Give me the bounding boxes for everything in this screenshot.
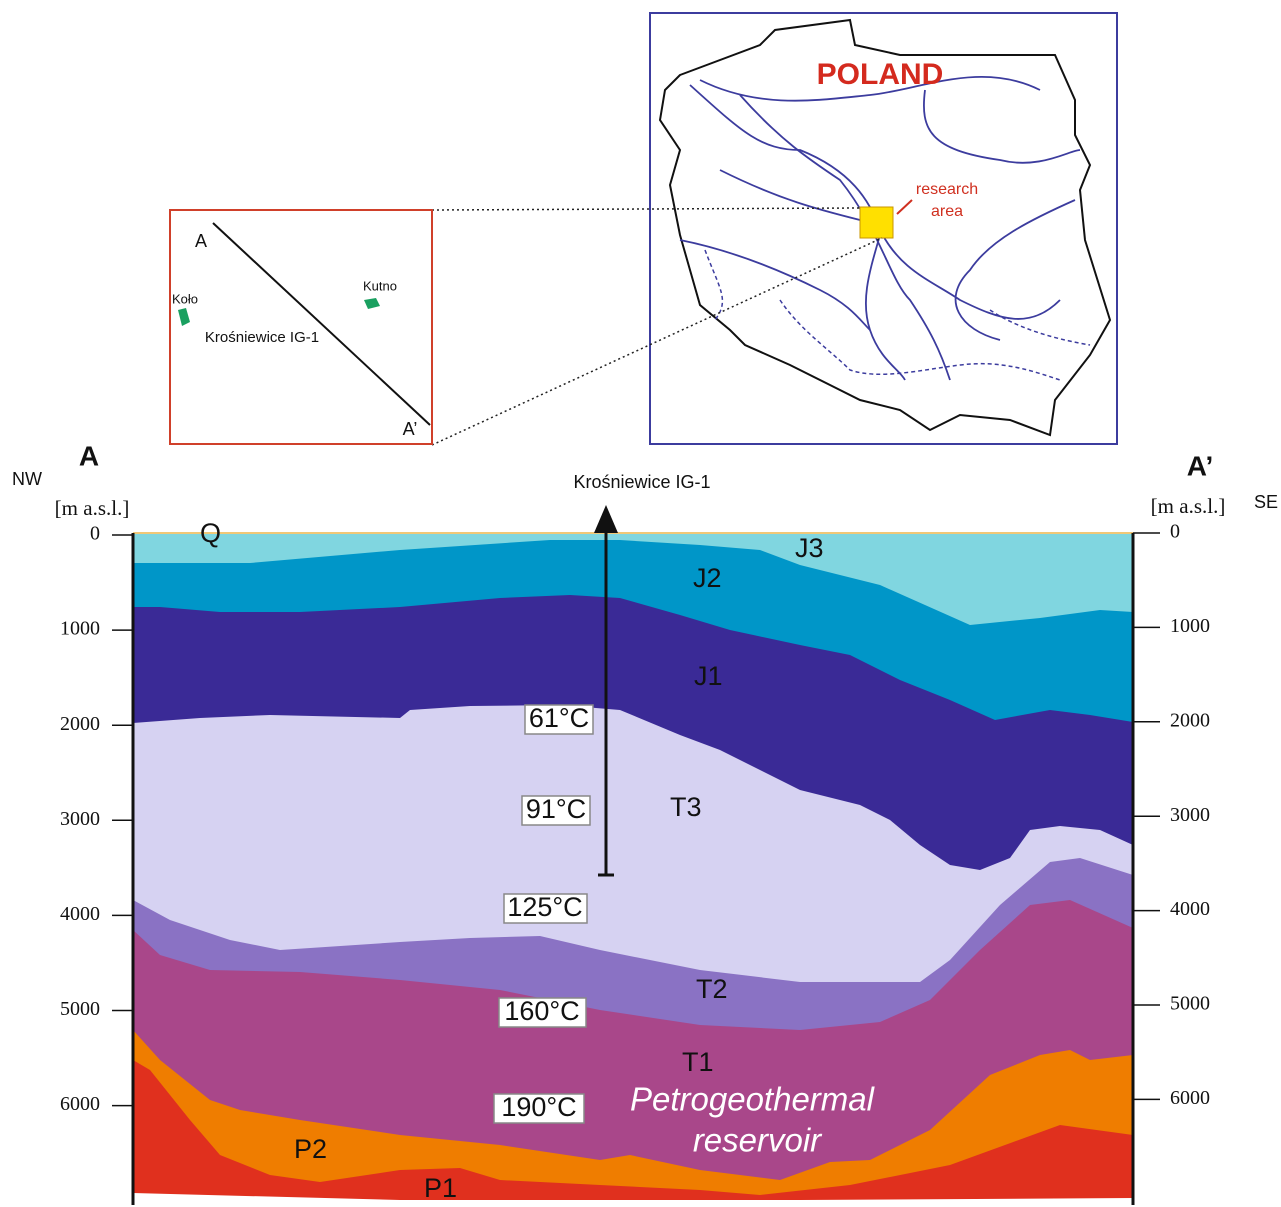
- map-annotation: area: [931, 203, 963, 220]
- layer-label: T1: [682, 1047, 714, 1077]
- tick-label: 5000: [1170, 993, 1210, 1015]
- layer-label: P1: [424, 1173, 457, 1203]
- tick-label: 2000: [1170, 709, 1210, 731]
- temperature: 190°C: [501, 1092, 576, 1122]
- tick-label: 0: [1170, 521, 1180, 543]
- research-area-box: [860, 207, 893, 238]
- tick-label: 6000: [1170, 1087, 1210, 1109]
- tick-label: 2000: [60, 713, 100, 735]
- tick-label: 1000: [60, 618, 100, 640]
- inset-start: A: [195, 231, 207, 251]
- direction-label: NW: [12, 469, 42, 489]
- tick-label: 4000: [1170, 898, 1210, 920]
- inset-end: A’: [403, 419, 418, 439]
- layer-label: P2: [294, 1134, 327, 1164]
- tick-label: 0: [90, 523, 100, 545]
- map-annotation: research: [916, 181, 978, 198]
- well-label: Krośniewice IG-1: [573, 472, 710, 492]
- layer-label: Q: [200, 518, 221, 548]
- tick-label: 5000: [60, 998, 100, 1020]
- temperature: 125°C: [507, 892, 582, 922]
- layer-label: J2: [693, 563, 722, 593]
- tick-label: 3000: [1170, 804, 1210, 826]
- tick-label: 4000: [60, 903, 100, 925]
- page: POLAND research area A A’ Koło Kutno Kro…: [0, 0, 1281, 1207]
- layer-label: J3: [795, 533, 824, 563]
- section-end: A’: [1187, 450, 1213, 481]
- well-arrow: [594, 505, 618, 533]
- tick-label: 1000: [1170, 615, 1210, 637]
- layer-label: T3: [670, 792, 702, 822]
- town-label: Kutno: [363, 278, 397, 293]
- tick-label: 6000: [60, 1093, 100, 1115]
- temperature: 91°C: [526, 794, 586, 824]
- tick-label: 3000: [60, 808, 100, 830]
- section-start: A: [79, 440, 99, 471]
- temperature: 61°C: [529, 703, 589, 733]
- reservoir-label: reservoir: [693, 1122, 823, 1159]
- direction-label: SE: [1254, 492, 1278, 512]
- map-title: POLAND: [817, 58, 944, 91]
- town-label: Koło: [172, 291, 198, 306]
- layer-label: T2: [696, 974, 728, 1004]
- inset-frame: [170, 210, 432, 444]
- axis-label: [m a.s.l.]: [1151, 494, 1226, 518]
- axis-label: [m a.s.l.]: [55, 496, 130, 520]
- reservoir-label: Petrogeothermal: [630, 1081, 876, 1118]
- temperature: 160°C: [504, 996, 579, 1026]
- well-label: Krośniewice IG-1: [205, 329, 319, 346]
- layer-label: J1: [694, 661, 723, 691]
